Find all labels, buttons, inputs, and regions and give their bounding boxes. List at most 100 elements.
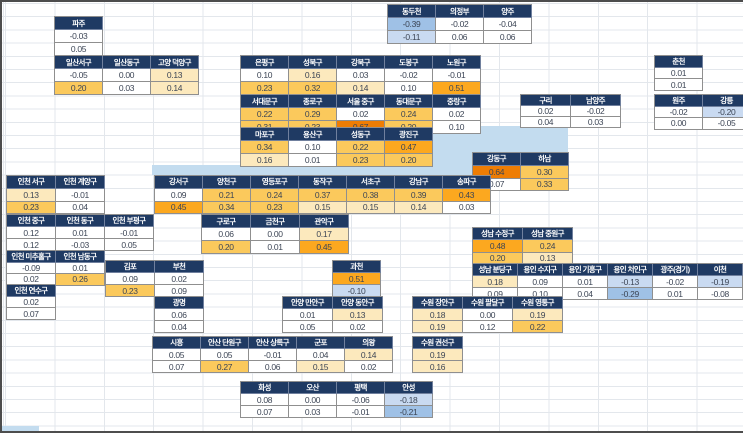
district-header-cell[interactable]: 인천 연수구	[7, 285, 56, 297]
district-header-cell[interactable]: 동두천	[388, 5, 436, 18]
value-cell[interactable]: 0.06	[484, 31, 532, 44]
value-cell[interactable]: 0.01	[251, 241, 300, 254]
district-header-cell[interactable]: 구로구	[202, 215, 251, 228]
district-header-cell[interactable]: 송파구	[443, 176, 491, 189]
value-cell[interactable]: -0.05	[703, 118, 743, 130]
value-cell[interactable]: 0.00	[655, 118, 703, 130]
value-cell[interactable]: 0.01	[289, 154, 337, 167]
value-cell[interactable]: -0.20	[703, 106, 743, 118]
value-cell[interactable]: 0.00	[463, 309, 513, 321]
value-cell[interactable]: 0.02	[337, 108, 385, 121]
district-header-cell[interactable]: 수원 장안구	[413, 297, 463, 309]
district-header-cell[interactable]: 하남	[521, 153, 569, 166]
district-header-cell[interactable]: 의정부	[436, 5, 484, 18]
district-header-cell[interactable]: 수원 영통구	[513, 297, 563, 309]
value-cell[interactable]: 0.13	[333, 309, 383, 321]
value-cell[interactable]: 0.01	[653, 288, 698, 300]
value-cell[interactable]: 0.02	[433, 108, 481, 121]
value-cell[interactable]: 0.24	[385, 108, 433, 121]
value-cell[interactable]: 0.14	[151, 82, 199, 95]
value-cell[interactable]: 0.23	[251, 201, 299, 215]
value-cell[interactable]: -0.09	[7, 262, 56, 274]
district-header-cell[interactable]: 안성	[385, 382, 433, 394]
value-cell[interactable]: 0.04	[297, 349, 345, 361]
value-cell[interactable]: 0.19	[413, 349, 463, 361]
value-cell[interactable]: -0.04	[484, 18, 532, 31]
value-cell[interactable]: 0.24	[251, 188, 299, 202]
value-cell[interactable]: 0.15	[347, 201, 395, 215]
value-cell[interactable]: -0.05	[55, 69, 103, 82]
value-cell[interactable]: 0.13	[7, 188, 56, 202]
district-header-cell[interactable]: 성남 중원구	[523, 228, 573, 241]
value-cell[interactable]: 0.23	[337, 154, 385, 167]
value-cell[interactable]: 0.23	[106, 285, 155, 297]
value-cell[interactable]: 0.01	[56, 262, 105, 274]
value-cell[interactable]: 0.15	[299, 201, 347, 215]
value-cell[interactable]: 0.20	[55, 82, 103, 95]
district-header-cell[interactable]: 성남 수정구	[473, 228, 523, 241]
district-header-cell[interactable]: 용인 처인구	[608, 264, 653, 276]
district-header-cell[interactable]: 도봉구	[385, 56, 433, 69]
value-cell[interactable]: 0.14	[345, 349, 393, 361]
district-header-cell[interactable]: 관악구	[300, 215, 349, 228]
district-header-cell[interactable]: 김포	[106, 261, 155, 273]
district-header-cell[interactable]: 화성	[241, 382, 289, 394]
value-cell[interactable]: 0.34	[241, 141, 289, 154]
value-cell[interactable]: 0.00	[289, 394, 337, 406]
district-header-cell[interactable]: 서울 중구	[337, 95, 385, 108]
district-header-cell[interactable]: 평택	[337, 382, 385, 394]
value-cell[interactable]: 0.21	[203, 188, 251, 202]
value-cell[interactable]: -0.03	[55, 30, 103, 43]
district-header-cell[interactable]: 안양 동안구	[333, 297, 383, 309]
district-header-cell[interactable]: 강서구	[155, 176, 203, 189]
value-cell[interactable]: 0.20	[385, 154, 433, 167]
value-cell[interactable]: 0.01	[56, 227, 105, 239]
value-cell[interactable]: 0.17	[300, 228, 349, 241]
value-cell[interactable]: 0.16	[241, 154, 289, 167]
value-cell[interactable]: 0.02	[345, 361, 393, 373]
district-header-cell[interactable]: 일산동구	[103, 56, 151, 69]
district-header-cell[interactable]: 강남구	[395, 176, 443, 189]
value-cell[interactable]: 0.07	[153, 361, 201, 373]
value-cell[interactable]: 0.34	[203, 201, 251, 215]
district-header-cell[interactable]: 동대문구	[385, 95, 433, 108]
value-cell[interactable]: 0.00	[103, 69, 151, 82]
value-cell[interactable]: 0.01	[563, 276, 608, 288]
value-cell[interactable]: -0.06	[337, 394, 385, 406]
value-cell[interactable]: 0.22	[513, 321, 563, 333]
value-cell[interactable]: 0.37	[299, 188, 347, 202]
district-header-cell[interactable]: 파주	[55, 17, 103, 30]
value-cell[interactable]: 0.09	[106, 273, 155, 285]
district-header-cell[interactable]: 시흥	[153, 337, 201, 349]
value-cell[interactable]: 0.01	[655, 67, 703, 80]
district-header-cell[interactable]: 성동구	[337, 128, 385, 141]
value-cell[interactable]: 0.16	[413, 361, 463, 373]
value-cell[interactable]: 0.15	[297, 361, 345, 373]
value-cell[interactable]: -0.11	[388, 31, 436, 44]
value-cell[interactable]: 0.18	[413, 309, 463, 321]
value-cell[interactable]: -0.39	[388, 18, 436, 31]
value-cell[interactable]: 0.13	[151, 69, 199, 82]
district-header-cell[interactable]: 부천	[155, 261, 204, 273]
district-header-cell[interactable]: 노원구	[433, 56, 481, 69]
value-cell[interactable]: 0.00	[251, 228, 300, 241]
district-header-cell[interactable]: 구리	[521, 95, 571, 106]
value-cell[interactable]: 0.07	[241, 406, 289, 418]
district-header-cell[interactable]: 강동구	[473, 153, 521, 166]
value-cell[interactable]: 0.19	[513, 309, 563, 321]
value-cell[interactable]: 0.30	[521, 165, 569, 179]
value-cell[interactable]: -0.29	[608, 288, 653, 300]
value-cell[interactable]: 0.26	[56, 274, 105, 286]
value-cell[interactable]: 0.39	[395, 188, 443, 202]
value-cell[interactable]: 0.27	[201, 361, 249, 373]
value-cell[interactable]: 0.05	[283, 321, 333, 333]
district-header-cell[interactable]: 의왕	[345, 337, 393, 349]
value-cell[interactable]: 0.09	[155, 188, 203, 202]
value-cell[interactable]: 0.33	[521, 178, 569, 192]
district-header-cell[interactable]: 동작구	[299, 176, 347, 189]
district-header-cell[interactable]: 춘천	[655, 56, 703, 68]
value-cell[interactable]: 0.01	[655, 79, 703, 92]
value-cell[interactable]: -0.02	[655, 106, 703, 118]
value-cell[interactable]: 0.05	[153, 349, 201, 361]
value-cell[interactable]: 0.02	[521, 106, 571, 117]
